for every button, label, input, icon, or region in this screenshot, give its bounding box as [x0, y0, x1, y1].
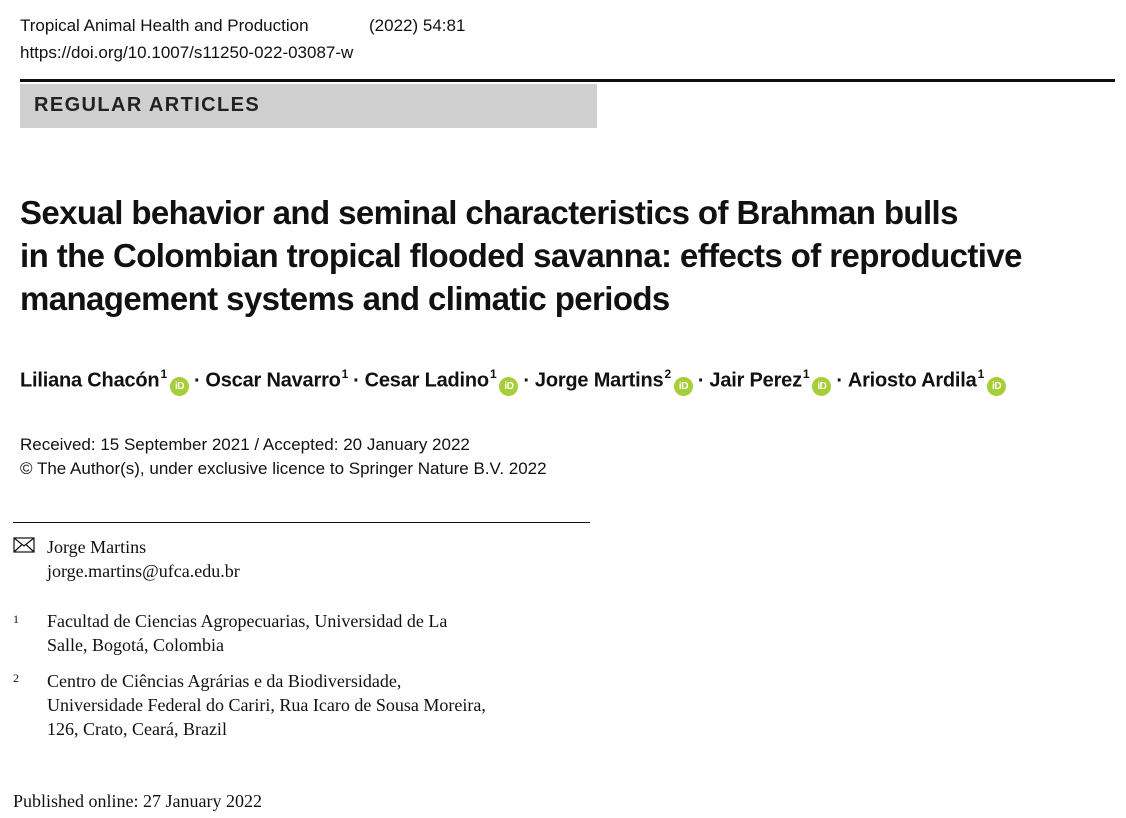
author-separator: · — [697, 369, 705, 392]
author-affiliation-ref: 1 — [160, 367, 167, 381]
affiliation-number: 2 — [13, 671, 19, 685]
received-accepted: Received: 15 September 2021 / Accepted: … — [20, 435, 470, 454]
orcid-icon[interactable]: iD — [812, 376, 832, 396]
title-line: Sexual behavior and seminal characterist… — [20, 194, 958, 231]
journal-year-volume: (2022) 54:81 — [369, 16, 466, 35]
affiliation-1: Facultad de Ciencias Agropecuarias, Univ… — [47, 609, 547, 657]
title-line: management systems and climatic periods — [20, 280, 670, 317]
orcid-icon[interactable]: iD — [169, 376, 189, 396]
affiliation-line: Salle, Bogotá, Colombia — [47, 635, 224, 655]
author-separator: · — [353, 369, 360, 392]
affiliation-line: Centro de Ciências Agrárias e da Biodive… — [47, 671, 402, 691]
orcid-icon[interactable]: iD — [499, 376, 519, 396]
affiliation-2: Centro de Ciências Agrárias e da Biodive… — [47, 669, 567, 741]
doi-link[interactable]: https://doi.org/10.1007/s11250-022-03087… — [20, 43, 354, 62]
author-separator: · — [836, 369, 843, 392]
author-name[interactable]: Liliana Chacón — [20, 369, 160, 392]
author-affiliation-ref: 2 — [664, 367, 671, 381]
affiliation-line: 126, Crato, Ceará, Brazil — [47, 719, 227, 739]
author-separator: · — [193, 369, 201, 392]
author-name[interactable]: Oscar Navarro — [205, 369, 341, 392]
orcid-icon[interactable]: iD — [987, 376, 1007, 396]
author-affiliation-ref: 1 — [489, 367, 497, 381]
footnote-rule — [13, 522, 590, 523]
section-banner: REGULAR ARTICLES — [20, 84, 597, 128]
orcid-icon[interactable]: iD — [673, 376, 693, 396]
author-list: Liliana Chacón1iD · Oscar Navarro1 · Cesar L… — [20, 361, 1007, 396]
affiliation-line: Facultad de Ciencias Agropecuarias, Univ… — [47, 611, 448, 631]
author-name[interactable]: Ariosto Ardila — [847, 369, 977, 392]
section-label: REGULAR ARTICLES — [34, 94, 261, 116]
author-separator: · — [523, 369, 530, 392]
title-line: in the Colombian tropical flooded savann… — [20, 237, 1022, 274]
correspondence: Jorge Martins jorge.martins@ufca.edu.br — [47, 535, 240, 583]
author-affiliation-ref: 1 — [341, 367, 349, 381]
copyright-line: © The Author(s), under exclusive licence… — [20, 459, 547, 478]
header-rule — [20, 79, 1115, 82]
correspondence-email[interactable]: jorge.martins@ufca.edu.br — [47, 561, 240, 581]
article-title: Sexual behavior and seminal characterist… — [20, 191, 1110, 320]
author-name[interactable]: Cesar Ladino — [364, 369, 490, 392]
correspondence-name: Jorge Martins — [47, 537, 147, 557]
journal-name: Tropical Animal Health and Production — [20, 16, 309, 35]
author-name[interactable]: Jorge Martins — [534, 369, 664, 392]
affiliation-number: 1 — [13, 612, 19, 626]
article-dates: Received: 15 September 2021 / Accepted: … — [20, 433, 547, 481]
author-affiliation-ref: 1 — [802, 367, 810, 381]
affiliation-line: Universidade Federal do Cariri, Rua Icar… — [47, 695, 486, 715]
author-name[interactable]: Jair Perez — [709, 369, 802, 392]
journal-header: Tropical Animal Health and Production (2… — [20, 14, 465, 38]
published-online: Published online: 27 January 2022 — [13, 791, 262, 811]
envelope-icon — [13, 537, 35, 553]
author-affiliation-ref: 1 — [977, 367, 985, 381]
